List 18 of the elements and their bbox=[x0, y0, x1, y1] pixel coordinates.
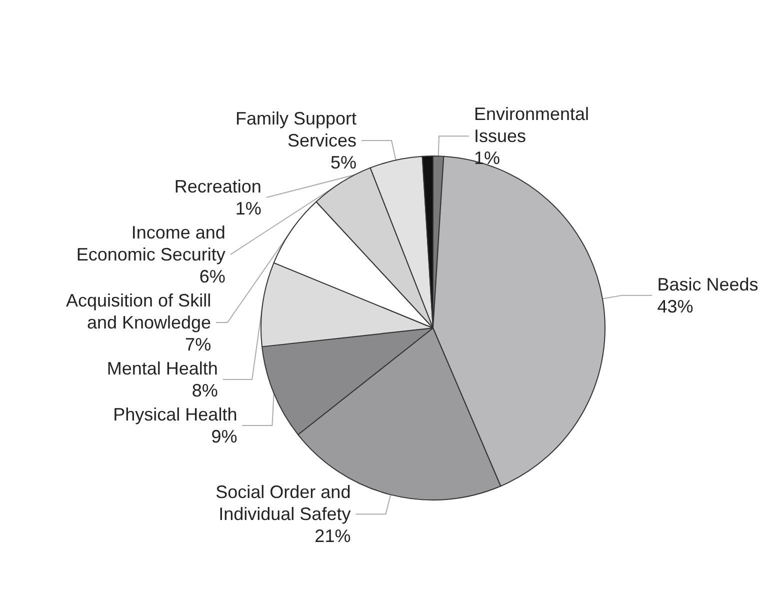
data-label: 1% bbox=[235, 198, 262, 219]
slice-label: Environmental Issues bbox=[474, 104, 590, 146]
data-label: 8% bbox=[192, 380, 218, 401]
slice-label: Family Support Services bbox=[235, 108, 357, 151]
slice-label: Recreation bbox=[174, 176, 262, 197]
data-label: 9% bbox=[211, 426, 238, 447]
data-label: 21% bbox=[314, 526, 351, 546]
slice-label: Mental Health bbox=[106, 358, 218, 379]
slice-label: Social Order and Individual Safety bbox=[216, 482, 351, 524]
data-label: 1% bbox=[474, 148, 500, 168]
data-label: 6% bbox=[199, 266, 226, 287]
slice-label: Acquisition of Skill and Knowledge bbox=[66, 290, 212, 333]
slice-label: Basic Needs bbox=[657, 274, 758, 294]
data-label: 7% bbox=[185, 334, 212, 355]
slice-label: Income and Economic Security bbox=[76, 222, 226, 265]
slice-label: Physical Health bbox=[113, 404, 238, 425]
data-label: 5% bbox=[330, 152, 357, 173]
data-label: 43% bbox=[657, 296, 694, 316]
